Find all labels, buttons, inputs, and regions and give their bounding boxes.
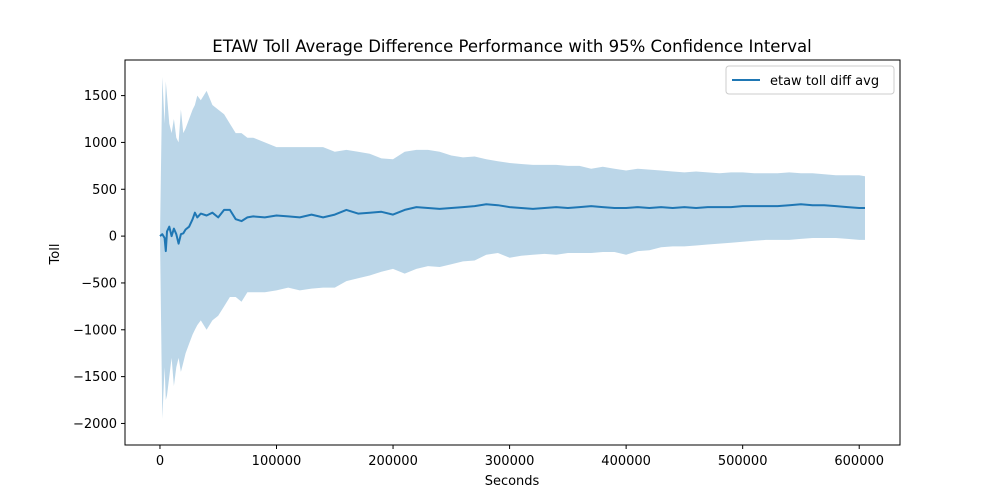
confidence-band <box>160 76 865 419</box>
y-axis-label: Toll <box>48 244 63 266</box>
x-tick-label: 0 <box>156 454 164 469</box>
legend-box <box>725 65 895 95</box>
x-tick-label: 500000 <box>718 454 768 469</box>
y-tick-label: 1000 <box>84 136 117 151</box>
x-tick-label: 400000 <box>601 454 651 469</box>
legend-label: etaw toll diff avg <box>770 74 879 89</box>
x-tick-label: 200000 <box>368 454 418 469</box>
plot-frame <box>124 59 901 446</box>
axes: 0 100000 200000 300000 400000 500000 600000 −20… <box>73 59 901 469</box>
y-tick-label: 0 <box>109 230 117 245</box>
y-tick-label: 500 <box>92 183 117 198</box>
y-tick-label: −1500 <box>73 370 117 385</box>
x-tick-label: 600000 <box>834 454 884 469</box>
y-tick-label: −2000 <box>73 417 117 432</box>
y-tick-label: −1000 <box>73 323 117 338</box>
chart-title: ETAW Toll Average Difference Performance… <box>212 37 811 56</box>
x-tick-label: 300000 <box>485 454 535 469</box>
plot-area <box>159 76 865 419</box>
x-tick-label: 100000 <box>252 454 302 469</box>
y-tick-label: −500 <box>81 276 117 291</box>
series-line <box>159 203 865 253</box>
y-tick-label: 1500 <box>84 89 117 104</box>
x-axis-label: Seconds <box>485 474 540 489</box>
legend: etaw toll diff avg <box>725 65 895 95</box>
